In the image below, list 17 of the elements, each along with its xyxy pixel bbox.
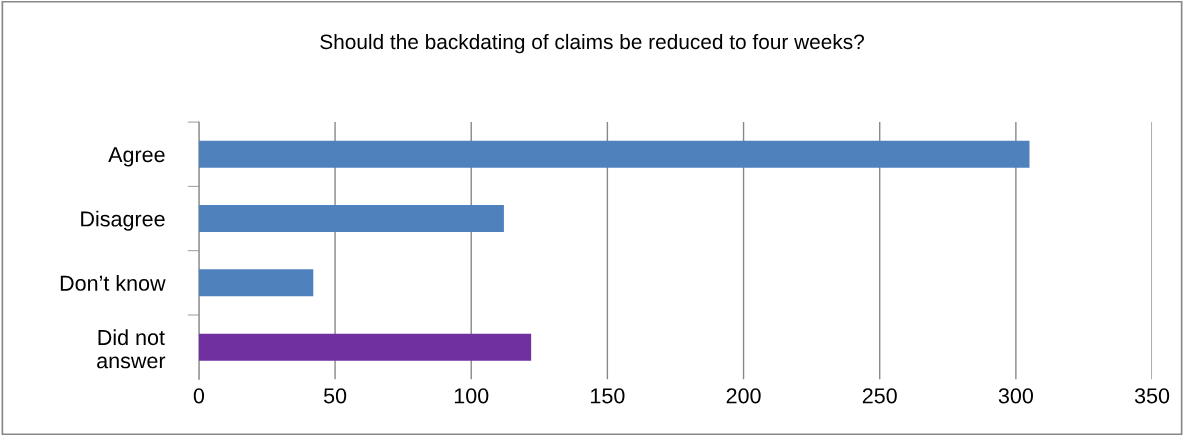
bar — [198, 140, 1030, 168]
y-tick-label: Agree — [108, 147, 165, 167]
x-tick-label: 200 — [726, 388, 761, 404]
bar — [198, 333, 532, 361]
y-tick-label: Disagree — [81, 210, 165, 231]
chart-title: Should the backdating of claims be reduced to four weeks? — [320, 33, 864, 54]
x-tick-label: 100 — [454, 388, 489, 404]
bar — [198, 269, 314, 297]
x-tick-label: 300 — [998, 388, 1033, 404]
x-tick-label: 350 — [1134, 388, 1170, 404]
y-tick-label: Did not answer — [97, 329, 166, 369]
x-tick-label: 250 — [862, 388, 897, 404]
x-tick-label: 50 — [323, 388, 347, 404]
y-tick-label: Don’t know — [60, 275, 166, 291]
x-tick-label: 0 — [193, 388, 205, 404]
x-tick-label: 150 — [591, 388, 625, 404]
bar — [198, 205, 504, 233]
